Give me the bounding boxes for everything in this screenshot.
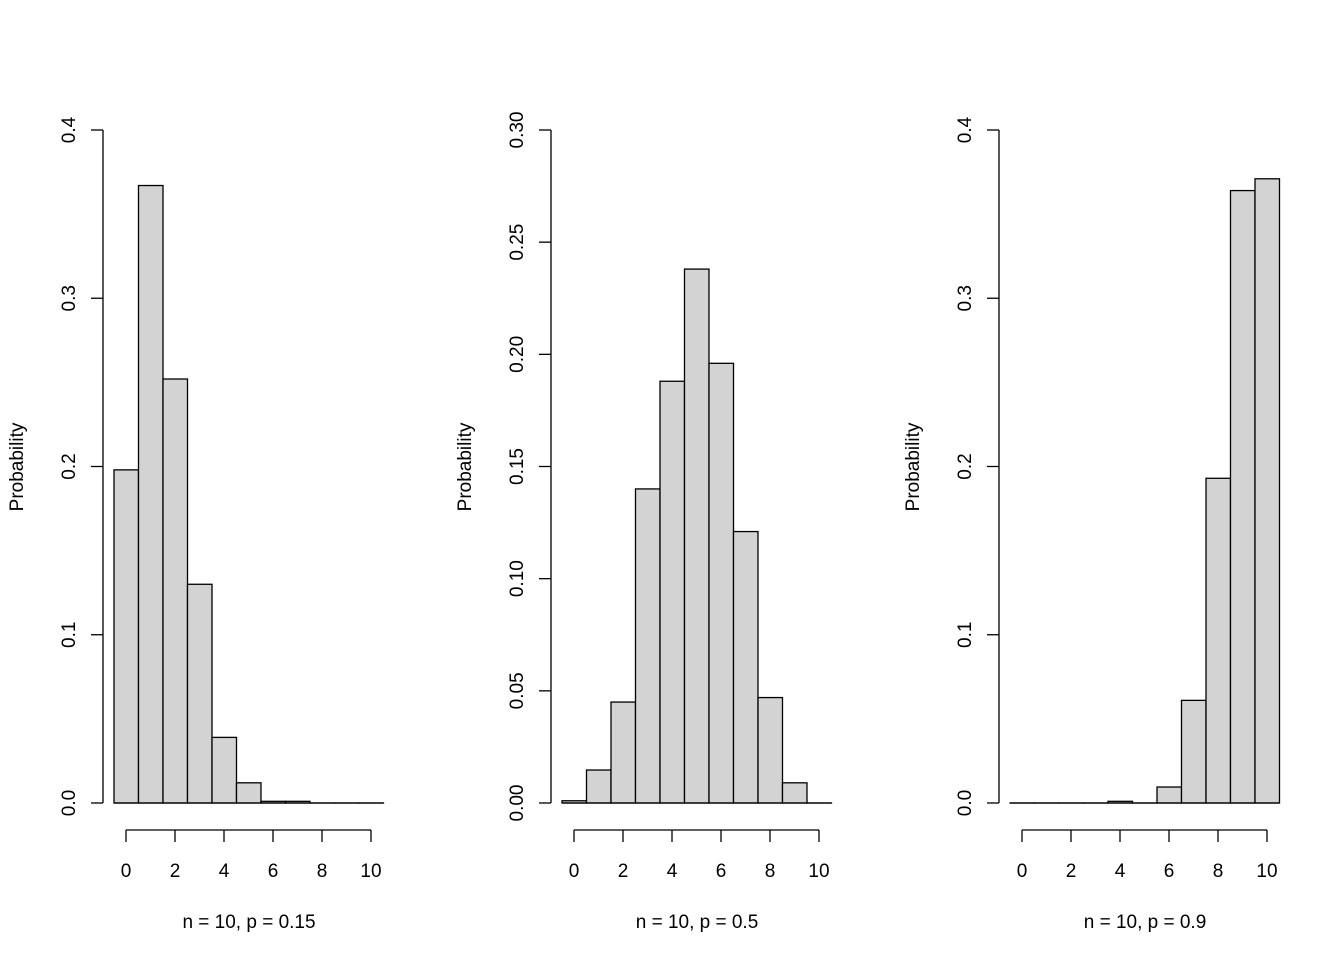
panel-2: 0.00 0.05 0.10 0.15 0.20 0.25 0.30 0 2 4 6 8 10 n = 1… [455, 112, 833, 933]
x-tick-label: 10 [1256, 861, 1277, 882]
y-axis-label: Probability [455, 422, 476, 511]
y-tick-label: 0.1 [955, 622, 976, 648]
bar [235, 782, 262, 804]
y-tick-label: 0.15 [507, 448, 528, 485]
y-tick-label: 0.00 [507, 785, 528, 822]
y-tick-label: 0.2 [59, 453, 80, 479]
x-tick-label: 6 [268, 861, 279, 882]
y-tick-label: 0.25 [507, 224, 528, 261]
x-tick-label: 0 [569, 861, 580, 882]
bar [137, 184, 164, 804]
x-tick-label: 4 [667, 861, 678, 882]
x-tick-label: 6 [716, 861, 727, 882]
y-axis-label: Probability [903, 422, 924, 511]
y-tick-label: 0.3 [59, 285, 80, 311]
x-tick-label: 6 [1164, 861, 1175, 882]
x-tick-label: 4 [1115, 861, 1126, 882]
x-tick-label: 8 [1213, 861, 1224, 882]
y-tick-label: 0.4 [955, 116, 976, 143]
x-axis-label: n = 10, p = 0.15 [182, 912, 315, 933]
x-tick-label: 0 [1017, 861, 1028, 882]
bar [708, 362, 735, 804]
x-tick-label: 2 [170, 861, 181, 882]
x-tick-label: 2 [1066, 861, 1077, 882]
y-tick-label: 0.2 [955, 453, 976, 479]
panel-1: 0.0 0.1 0.2 0.3 0.4 0 2 4 6 8 10 n = 10, p = 0.15 Pr… [7, 116, 385, 933]
x-tick-label: 2 [618, 861, 629, 882]
bar [634, 488, 661, 804]
bar [162, 378, 189, 804]
x-tick-label: 8 [317, 861, 328, 882]
y-tick-label: 0.10 [507, 560, 528, 597]
bar [186, 583, 213, 804]
y-tick-label: 0.05 [507, 672, 528, 709]
x-axis-label: n = 10, p = 0.5 [636, 912, 759, 933]
bar [683, 268, 710, 804]
bar [211, 736, 238, 804]
y-tick-label: 0.20 [507, 336, 528, 373]
y-tick-label: 0.0 [955, 790, 976, 816]
bar [659, 380, 686, 804]
bar [781, 782, 808, 804]
bar [1229, 189, 1256, 804]
bar [1156, 786, 1183, 804]
bar [113, 469, 140, 804]
bar [1254, 178, 1281, 804]
y-axis-label: Probability [7, 422, 28, 511]
panel-3: 0.0 0.1 0.2 0.3 0.4 0 2 4 6 8 10 n = 10, p = 0.9 Pro… [903, 116, 1281, 933]
bar [1205, 477, 1232, 804]
y-tick-label: 0.0 [59, 790, 80, 816]
x-tick-label: 4 [219, 861, 230, 882]
bar [585, 769, 612, 804]
y-tick-label: 0.3 [955, 285, 976, 311]
bar [610, 701, 637, 804]
x-tick-label: 10 [808, 861, 829, 882]
x-tick-label: 0 [121, 861, 132, 882]
bar [732, 530, 759, 804]
y-tick-label: 0.30 [507, 112, 528, 149]
x-tick-label: 8 [765, 861, 776, 882]
y-tick-label: 0.1 [59, 622, 80, 648]
x-tick-label: 10 [360, 861, 381, 882]
y-tick-label: 0.4 [59, 116, 80, 143]
bar [1180, 699, 1207, 804]
bar [757, 696, 784, 804]
x-axis-label: n = 10, p = 0.9 [1084, 912, 1207, 933]
